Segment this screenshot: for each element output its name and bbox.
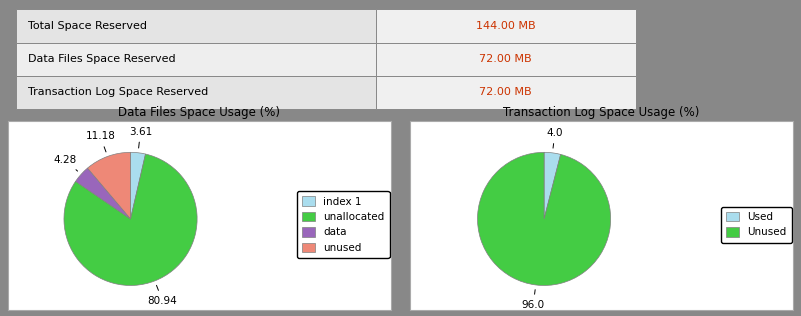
Bar <box>376 43 636 76</box>
Title: Data Files Space Usage (%): Data Files Space Usage (%) <box>119 106 280 119</box>
Bar <box>16 9 376 43</box>
Bar <box>16 43 376 76</box>
Text: Transaction Log Space Reserved: Transaction Log Space Reserved <box>27 88 208 97</box>
Text: Data Files Space Reserved: Data Files Space Reserved <box>27 54 175 64</box>
Text: 72.00 MB: 72.00 MB <box>480 54 532 64</box>
Bar <box>376 76 636 109</box>
Text: Total Space Reserved: Total Space Reserved <box>27 21 147 31</box>
Legend: Used, Unused: Used, Unused <box>721 207 791 243</box>
Legend: index 1, unallocated, data, unused: index 1, unallocated, data, unused <box>297 191 389 258</box>
Text: 144.00 MB: 144.00 MB <box>476 21 536 31</box>
Bar <box>376 9 636 43</box>
Bar <box>16 76 376 109</box>
Text: 72.00 MB: 72.00 MB <box>480 88 532 97</box>
Title: Transaction Log Space Usage (%): Transaction Log Space Usage (%) <box>503 106 700 119</box>
